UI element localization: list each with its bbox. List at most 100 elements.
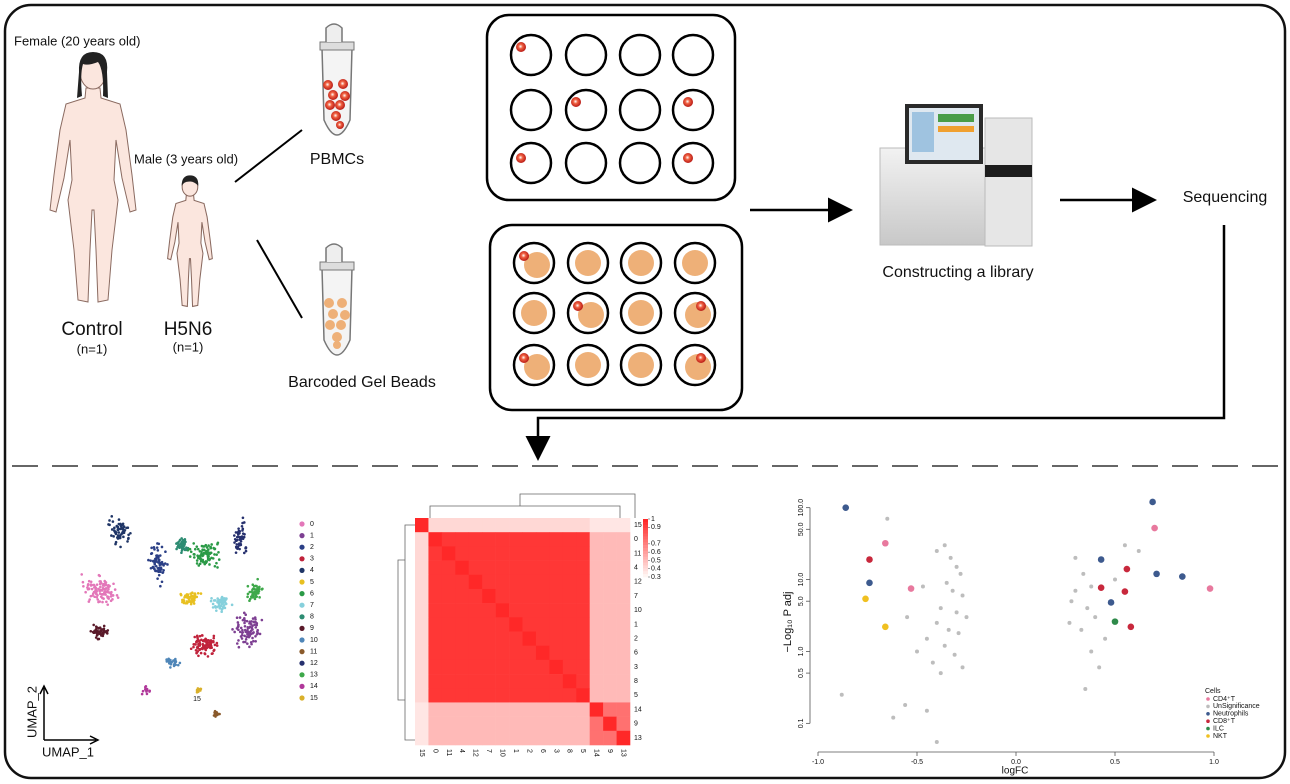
umap-point — [213, 553, 216, 556]
umap-point — [151, 552, 154, 555]
umap-point — [82, 581, 85, 584]
point — [1122, 588, 1129, 595]
umap-point — [213, 635, 216, 638]
umap-point — [191, 591, 194, 594]
point — [949, 556, 953, 560]
heat-cell — [482, 546, 496, 560]
umap-point — [243, 612, 246, 615]
heat-cell — [603, 731, 617, 745]
heat-cell — [469, 674, 483, 688]
umap-point — [241, 525, 244, 528]
umap-point — [210, 600, 213, 603]
heat-cell — [523, 546, 537, 560]
heat-cell — [549, 617, 563, 631]
umap-point — [248, 591, 251, 594]
legend-label: CD4⁺T — [1213, 696, 1236, 703]
heat-cell — [455, 546, 469, 560]
heat-cell — [496, 646, 510, 660]
heatmap: 1501141271012638514913150114127101263851… — [415, 516, 661, 757]
umap-point — [243, 622, 246, 625]
umap-point — [110, 534, 113, 537]
heat-cell — [442, 688, 456, 702]
point — [957, 631, 961, 635]
legend-swatch — [299, 545, 304, 550]
legend-label: 14 — [310, 683, 318, 690]
cell — [573, 301, 583, 311]
heat-cell — [603, 603, 617, 617]
connector — [257, 240, 302, 318]
umap-point — [80, 573, 83, 576]
heat-cell — [415, 702, 429, 716]
heat-cell — [563, 617, 577, 631]
heat-cell — [536, 688, 550, 702]
heat-cell — [536, 575, 550, 589]
heat-cell — [617, 632, 631, 646]
heat-cell — [442, 561, 456, 575]
wells — [511, 35, 715, 385]
umap-point — [147, 559, 150, 562]
umap-point — [190, 595, 193, 598]
heat-cell — [428, 617, 442, 631]
legend-swatch — [299, 672, 304, 677]
heat-cell — [617, 646, 631, 660]
heat-cell — [617, 731, 631, 745]
point — [1153, 571, 1160, 578]
heat-cell — [549, 575, 563, 589]
heat-cell — [603, 575, 617, 589]
umap-point — [110, 591, 113, 594]
point — [1113, 578, 1117, 582]
point — [866, 556, 873, 563]
umap-point — [105, 581, 108, 584]
well — [511, 35, 551, 75]
umap-point — [235, 551, 238, 554]
heat-cell — [442, 518, 456, 532]
legend-label: 6 — [310, 590, 314, 597]
heat-cell — [549, 702, 563, 716]
umap-point — [215, 609, 218, 612]
umap-point — [254, 626, 257, 629]
point — [1108, 599, 1115, 606]
umap-point — [97, 638, 100, 641]
colorbar — [643, 531, 648, 534]
heat-cell — [442, 646, 456, 660]
umap-point — [96, 598, 99, 601]
heat-cell — [469, 561, 483, 575]
umap-point — [238, 542, 241, 545]
heat-cell — [523, 646, 537, 660]
umap-point — [196, 562, 199, 565]
umap-point — [120, 533, 123, 536]
row-label: 12 — [634, 579, 642, 586]
umap-point — [207, 655, 210, 658]
heat-cell — [576, 561, 590, 575]
umap-point — [224, 602, 227, 605]
heat-cell — [428, 546, 442, 560]
umap-point — [231, 628, 234, 631]
umap-point — [168, 662, 171, 665]
umap-point — [250, 632, 253, 635]
well — [673, 143, 713, 183]
umap-point — [118, 531, 121, 534]
heat-cell — [455, 561, 469, 575]
umap-point — [243, 635, 246, 638]
heat-cell — [523, 518, 537, 532]
y-tick-label: 1.0 — [798, 646, 805, 656]
umap-point — [245, 550, 248, 553]
heat-cell — [603, 589, 617, 603]
umap-point — [246, 642, 249, 645]
umap-point — [162, 569, 165, 572]
heat-cell — [549, 688, 563, 702]
heat-cell — [590, 546, 604, 560]
umap-point — [221, 602, 224, 605]
umap-point — [218, 600, 221, 603]
colorbar — [643, 565, 648, 568]
umap-point — [108, 519, 111, 522]
heat-cell — [563, 575, 577, 589]
col-label: 8 — [566, 749, 573, 753]
umap-point — [181, 547, 184, 550]
heat-cell — [563, 660, 577, 674]
heat-cell — [496, 532, 510, 546]
umap-point — [112, 535, 115, 538]
cell — [696, 353, 706, 363]
point — [1103, 637, 1107, 641]
female-label: Female (20 years old) — [14, 33, 140, 48]
